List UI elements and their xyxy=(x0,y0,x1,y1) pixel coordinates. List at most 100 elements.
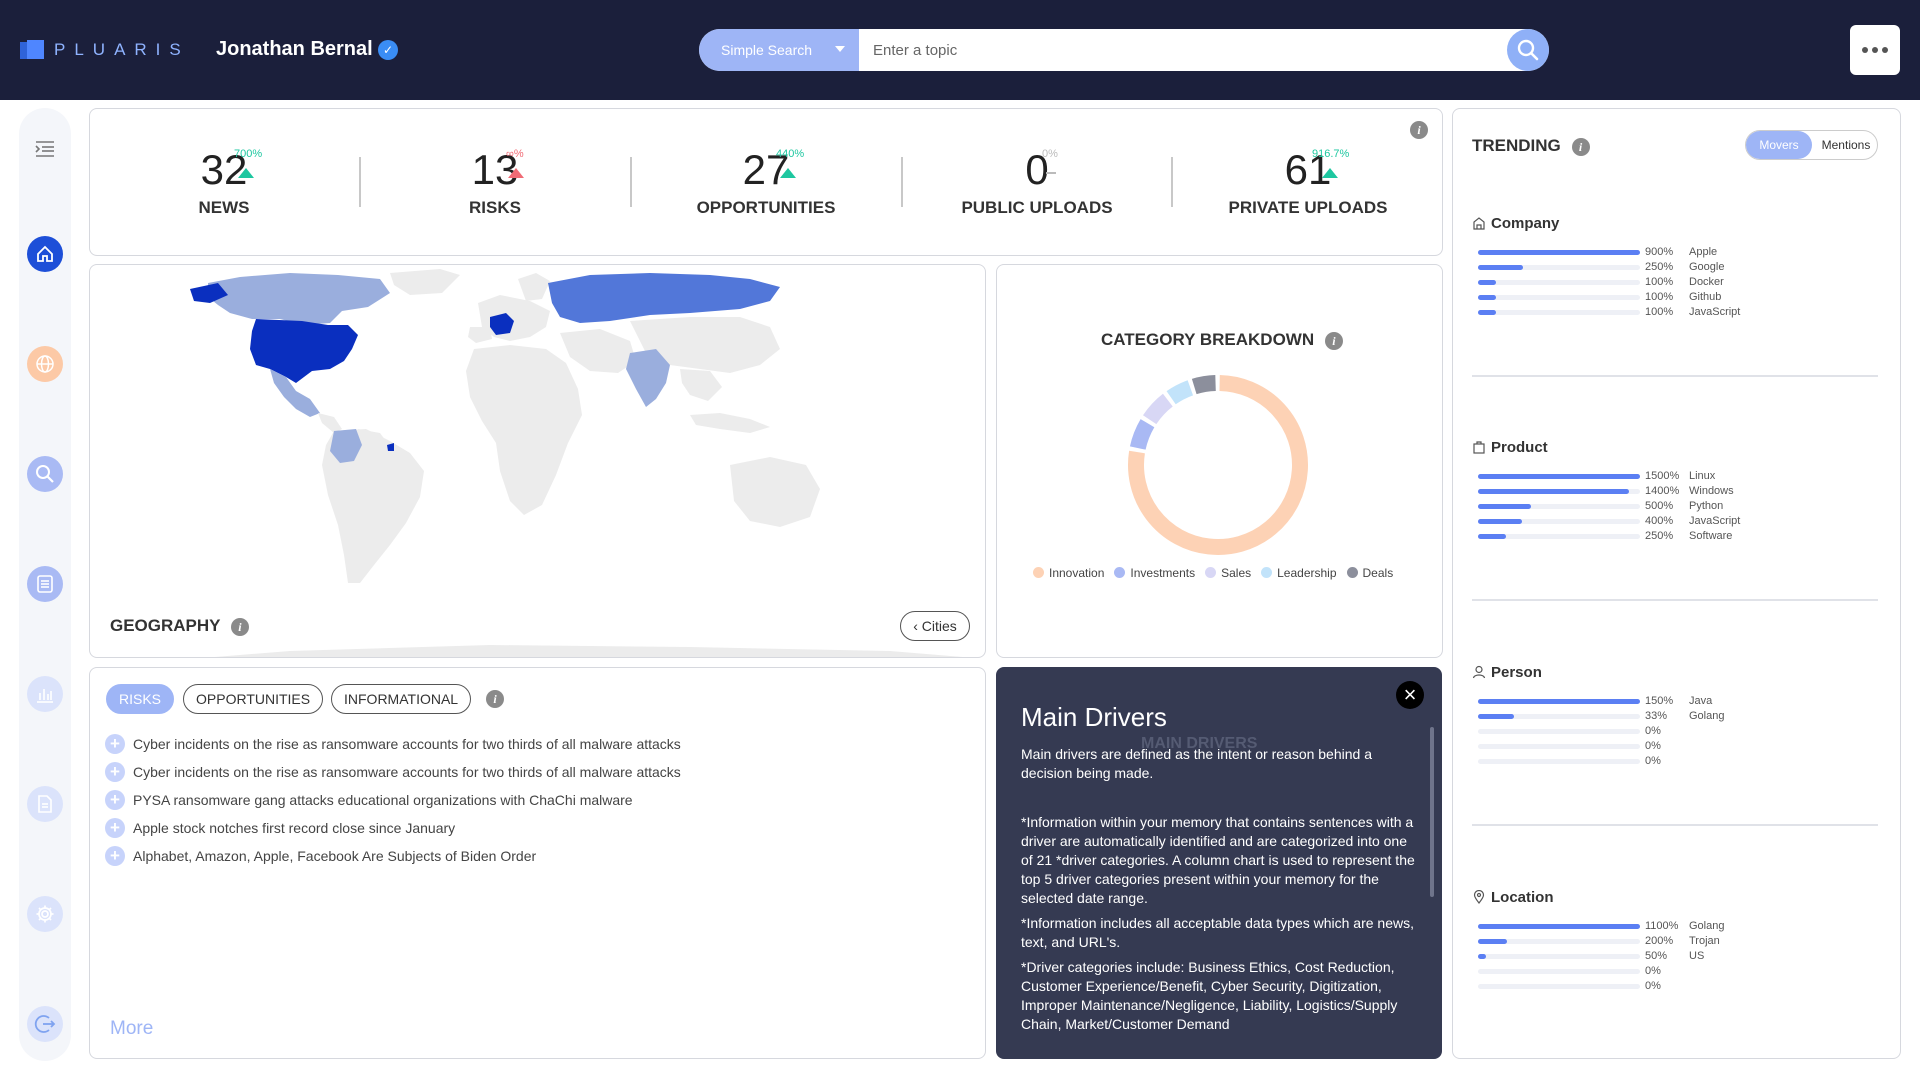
bar-chart-icon[interactable] xyxy=(27,676,63,712)
trending-row[interactable]: 1500% Linux xyxy=(1478,470,1882,485)
trending-percent: 50% xyxy=(1645,950,1668,962)
trending-row[interactable]: 100% JavaScript xyxy=(1478,306,1882,321)
stat-risks[interactable]: 13 ∞% RISKS xyxy=(385,146,605,217)
stat-public-uploads[interactable]: 0 0% PUBLIC UPLOADS xyxy=(927,146,1147,217)
trending-bar xyxy=(1478,474,1640,479)
trending-section-company: Company 900% Apple 250% Google 100% Docker 100%… xyxy=(1472,212,1882,321)
category-donut-chart[interactable] xyxy=(1118,365,1318,565)
trending-row[interactable]: 100% Docker xyxy=(1478,276,1882,291)
info-icon[interactable]: i xyxy=(486,690,504,708)
toggle-movers[interactable]: Movers xyxy=(1746,131,1812,159)
trending-row[interactable]: 0% xyxy=(1478,725,1882,740)
trending-row[interactable]: 500% Python xyxy=(1478,500,1882,515)
info-icon[interactable]: i xyxy=(1324,331,1343,350)
donut-slice-leadership[interactable] xyxy=(1166,380,1194,405)
trending-section-product: Product 1500% Linux 1400% Windows 500% Python 4… xyxy=(1472,436,1882,545)
donut-slice-innovation[interactable] xyxy=(1128,375,1308,555)
news-item-text[interactable]: PYSA ransomware gang attacks educational… xyxy=(133,792,633,808)
trending-row[interactable]: 0% xyxy=(1478,740,1882,755)
list-item[interactable]: + Cyber incidents on the rise as ransomwa… xyxy=(105,730,681,758)
list-item[interactable]: + Apple stock notches first record close … xyxy=(105,814,681,842)
trending-row[interactable]: 150% Java xyxy=(1478,695,1882,710)
legend-item[interactable]: Innovation xyxy=(1033,566,1104,580)
trending-row[interactable]: 0% xyxy=(1478,965,1882,980)
trending-row[interactable]: 400% JavaScript xyxy=(1478,515,1882,530)
more-link[interactable]: More xyxy=(110,1018,154,1039)
info-icon[interactable]: i xyxy=(1571,137,1590,156)
logout-icon[interactable] xyxy=(27,1006,63,1042)
info-icon[interactable]: i xyxy=(230,617,249,636)
divider xyxy=(630,157,632,207)
country-central-america xyxy=(318,413,342,433)
list-item[interactable]: + Cyber incidents on the rise as ransomwa… xyxy=(105,758,681,786)
plus-icon[interactable]: + xyxy=(105,734,125,754)
trending-bar xyxy=(1478,969,1640,974)
trending-row[interactable]: 900% Apple xyxy=(1478,246,1882,261)
trend-up-icon xyxy=(1322,168,1338,178)
globe-icon[interactable] xyxy=(27,346,63,382)
geography-card xyxy=(89,264,986,658)
stat-opportunities[interactable]: 27 440% OPPORTUNITIES xyxy=(656,146,876,217)
news-item-text[interactable]: Cyber incidents on the rise as ransomwar… xyxy=(133,764,681,780)
gear-icon[interactable] xyxy=(27,896,63,932)
document-list-icon[interactable] xyxy=(27,566,63,602)
donut-slice-deals[interactable] xyxy=(1191,375,1217,395)
divider xyxy=(1472,599,1878,601)
info-icon[interactable]: i xyxy=(1410,121,1428,139)
list-item[interactable]: + Alphabet, Amazon, Apple, Facebook Are S… xyxy=(105,842,681,870)
legend-item[interactable]: Deals xyxy=(1346,566,1393,580)
trending-row[interactable]: 50% US xyxy=(1478,950,1882,965)
tab-opportunities[interactable]: OPPORTUNITIES xyxy=(183,684,324,714)
tab-informational[interactable]: INFORMATIONAL xyxy=(331,684,472,714)
trending-row[interactable]: 0% xyxy=(1478,980,1882,995)
chevron-down-icon xyxy=(835,46,845,52)
trending-percent: 200% xyxy=(1645,935,1674,947)
search-icon[interactable] xyxy=(27,456,63,492)
tab-risks[interactable]: RISKS xyxy=(106,684,175,714)
legend-item[interactable]: Investments xyxy=(1114,566,1195,580)
news-item-text[interactable]: Cyber incidents on the rise as ransomwar… xyxy=(133,736,681,752)
list-item[interactable]: + PYSA ransomware gang attacks educationa… xyxy=(105,786,681,814)
legend-item[interactable]: Leadership xyxy=(1261,566,1337,580)
trending-name: Github xyxy=(1689,291,1722,303)
trending-row[interactable]: 250% Google xyxy=(1478,261,1882,276)
search-type-dropdown[interactable]: Simple Search xyxy=(699,29,859,71)
plus-icon[interactable]: + xyxy=(105,790,125,810)
pluaris-logo[interactable]: PLUARIS xyxy=(20,40,190,60)
scrollbar[interactable] xyxy=(1430,727,1434,897)
trending-row[interactable]: 1400% Windows xyxy=(1478,485,1882,500)
menu-icon[interactable] xyxy=(27,131,63,167)
plus-icon[interactable]: + xyxy=(105,846,125,866)
verified-check-icon: ✓ xyxy=(378,40,398,60)
trending-row[interactable]: 100% Github xyxy=(1478,291,1882,306)
legend-item[interactable]: Sales xyxy=(1205,566,1251,580)
file-icon[interactable] xyxy=(27,786,63,822)
trending-row[interactable]: 33% Golang xyxy=(1478,710,1882,725)
news-item-text[interactable]: Alphabet, Amazon, Apple, Facebook Are Su… xyxy=(133,848,537,864)
stat-news[interactable]: 32 700% NEWS xyxy=(114,146,334,217)
logo-text: PLUARIS xyxy=(54,40,190,59)
trending-row[interactable]: 250% Software xyxy=(1478,530,1882,545)
trending-row[interactable]: 200% Trojan xyxy=(1478,935,1882,950)
stat-label: PUBLIC UPLOADS xyxy=(961,198,1113,217)
trending-bar xyxy=(1478,714,1640,719)
donut-slice-sales[interactable] xyxy=(1142,393,1173,425)
world-map[interactable] xyxy=(90,265,986,658)
stat-private-uploads[interactable]: 61 916.7% PRIVATE UPLOADS xyxy=(1198,146,1418,217)
toggle-mentions[interactable]: Mentions xyxy=(1821,138,1871,152)
search-input[interactable] xyxy=(859,29,1499,71)
close-icon[interactable]: × xyxy=(1396,681,1424,709)
trending-section-location: Location 1100% Golang 200% Trojan 50% US 0% 0% xyxy=(1472,886,1882,995)
plus-icon[interactable]: + xyxy=(105,818,125,838)
more-options-button[interactable] xyxy=(1850,25,1900,75)
cities-button[interactable]: ‹ Cities xyxy=(900,611,970,641)
donut-slice-investments[interactable] xyxy=(1129,419,1155,450)
trending-row[interactable]: 1100% Golang xyxy=(1478,920,1882,935)
plus-icon[interactable]: + xyxy=(105,762,125,782)
search-button[interactable] xyxy=(1507,29,1549,71)
movers-mentions-toggle[interactable]: Movers Mentions xyxy=(1745,130,1878,160)
country-antarctica xyxy=(215,645,963,657)
home-icon[interactable] xyxy=(27,236,63,272)
trending-row[interactable]: 0% xyxy=(1478,755,1882,770)
news-item-text[interactable]: Apple stock notches first record close s… xyxy=(133,820,456,836)
